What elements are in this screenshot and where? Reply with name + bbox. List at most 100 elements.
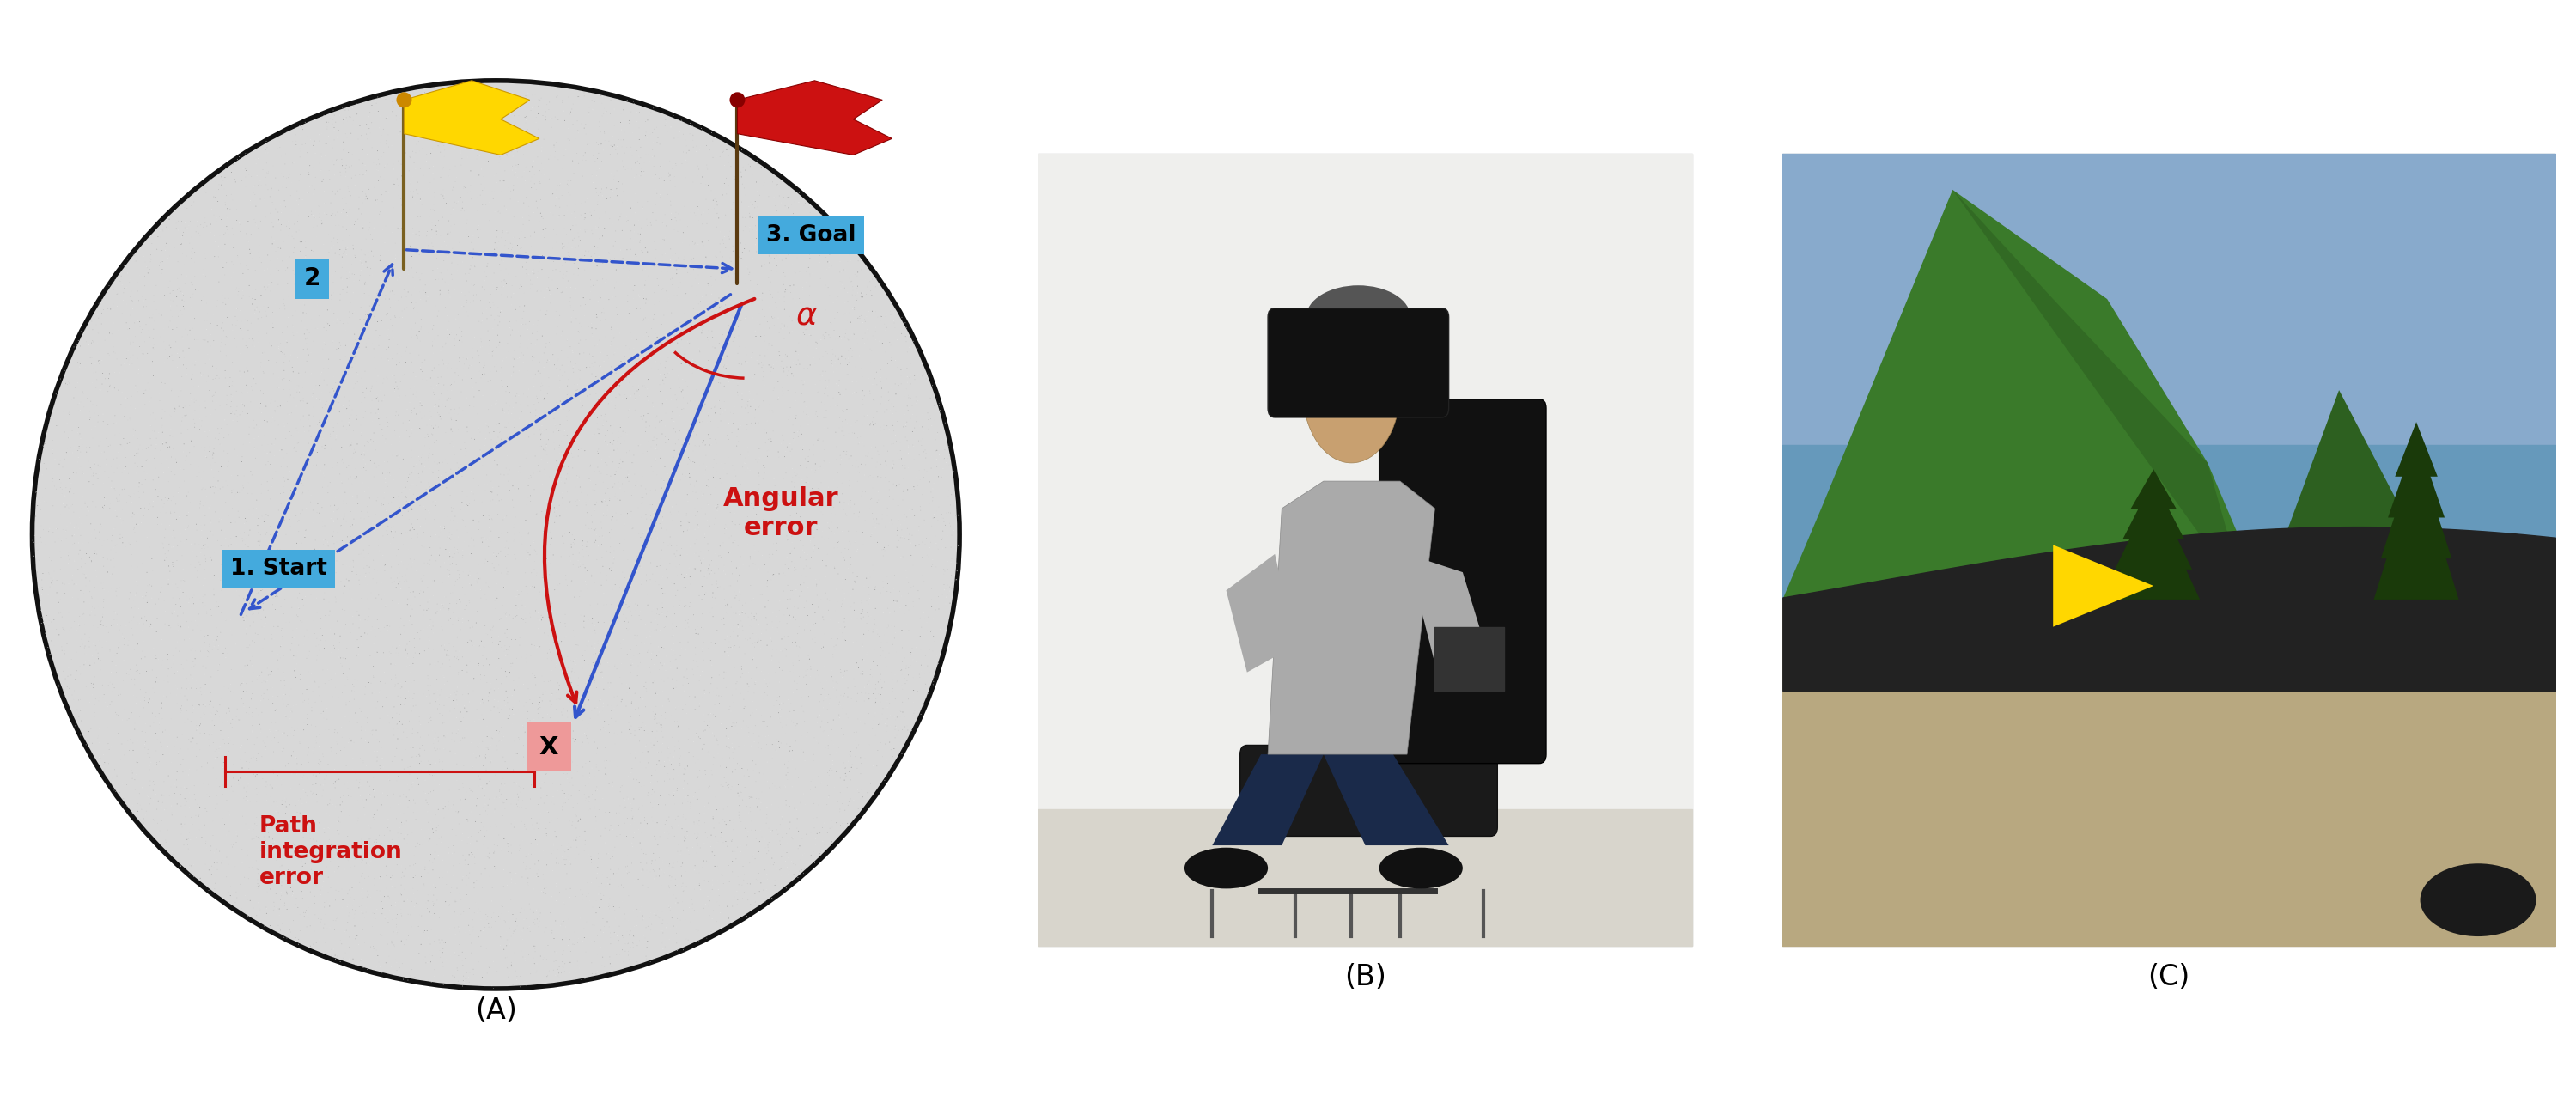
Point <box>786 450 827 467</box>
Point <box>314 113 355 131</box>
Point <box>729 727 770 745</box>
Point <box>245 483 286 500</box>
Point <box>209 881 250 898</box>
Point <box>355 372 397 389</box>
Point <box>711 513 752 531</box>
Point <box>556 259 598 276</box>
Point <box>327 128 368 146</box>
Point <box>556 267 598 284</box>
Point <box>397 724 438 742</box>
Point <box>526 756 567 773</box>
Point <box>374 924 415 941</box>
Point <box>742 689 783 706</box>
Point <box>281 501 322 519</box>
Point <box>363 753 404 770</box>
Point <box>564 205 605 223</box>
Point <box>322 450 363 467</box>
Point <box>495 523 536 541</box>
Point <box>513 715 554 733</box>
Point <box>577 962 618 980</box>
Point <box>554 210 595 227</box>
Point <box>487 559 528 577</box>
Point <box>139 715 180 733</box>
Point <box>392 516 433 533</box>
Point <box>227 257 268 274</box>
Point <box>729 513 770 531</box>
Point <box>325 621 366 638</box>
Point <box>675 505 716 522</box>
Point <box>191 715 232 733</box>
Point <box>72 396 113 414</box>
Point <box>649 495 690 512</box>
Point <box>157 359 198 376</box>
Point <box>873 408 914 426</box>
Point <box>268 318 309 336</box>
Point <box>855 597 896 614</box>
Point <box>435 194 477 212</box>
Point <box>327 844 368 861</box>
Point <box>572 91 613 109</box>
Point <box>683 663 724 680</box>
Point <box>814 485 855 502</box>
Point <box>222 807 263 825</box>
Point <box>531 643 572 660</box>
Point <box>301 725 343 743</box>
Point <box>422 453 464 471</box>
Point <box>451 803 492 821</box>
Point <box>446 687 487 704</box>
Point <box>618 645 659 663</box>
Point <box>386 813 428 830</box>
Point <box>325 508 366 525</box>
Point <box>309 510 350 528</box>
Point <box>312 205 353 223</box>
Point <box>912 622 953 640</box>
Point <box>657 935 698 952</box>
Point <box>173 589 214 607</box>
Point <box>209 697 250 714</box>
Point <box>116 328 157 346</box>
Point <box>489 928 531 946</box>
Point <box>742 663 783 680</box>
Point <box>531 110 572 127</box>
Point <box>95 426 137 443</box>
Point <box>322 452 363 470</box>
Point <box>842 578 884 596</box>
Point <box>757 519 799 536</box>
Point <box>64 617 106 634</box>
Point <box>170 535 211 553</box>
Point <box>598 211 639 228</box>
Point <box>930 505 971 522</box>
Point <box>451 772 492 790</box>
Point <box>811 646 853 664</box>
Point <box>492 229 533 247</box>
Point <box>489 482 531 499</box>
Point <box>489 795 531 813</box>
Point <box>317 911 358 928</box>
Point <box>536 309 577 327</box>
Point <box>242 581 283 599</box>
Point <box>482 844 523 861</box>
Point <box>639 189 680 206</box>
Point <box>281 590 322 608</box>
Point <box>611 109 652 126</box>
Point <box>750 545 791 563</box>
Point <box>520 138 562 156</box>
Point <box>871 670 912 688</box>
Point <box>801 394 842 411</box>
Point <box>294 923 335 940</box>
Point <box>281 392 322 409</box>
Point <box>757 619 799 636</box>
Point <box>520 699 562 716</box>
Point <box>567 727 608 745</box>
Point <box>70 652 111 669</box>
Point <box>185 293 227 310</box>
Point <box>876 539 917 556</box>
Point <box>183 505 224 522</box>
Point <box>451 844 492 861</box>
Point <box>358 685 399 702</box>
Point <box>72 354 113 372</box>
Point <box>814 244 855 261</box>
Point <box>428 328 469 346</box>
Point <box>765 750 806 768</box>
Point <box>747 636 788 654</box>
